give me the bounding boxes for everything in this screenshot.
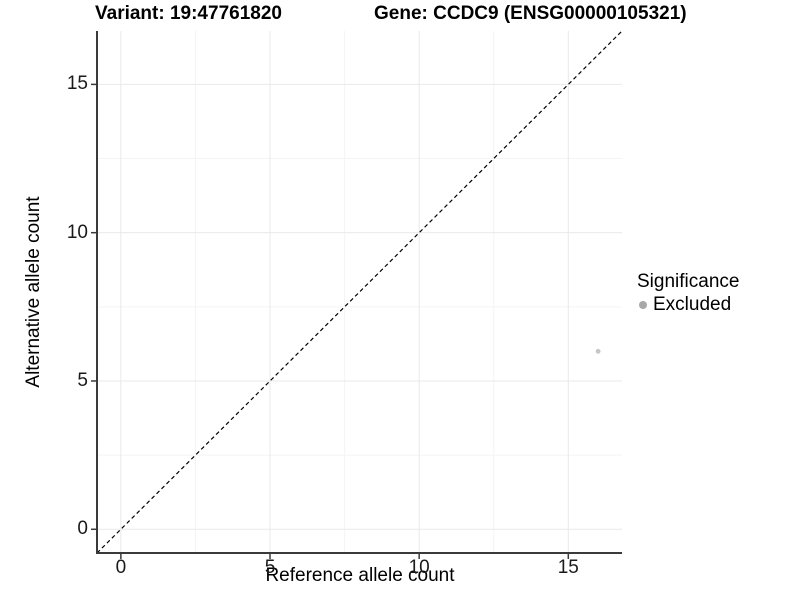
y-axis-title: Alternative allele count bbox=[23, 196, 44, 388]
legend-title: Significance bbox=[637, 271, 740, 292]
y-tick-label: 15 bbox=[66, 73, 88, 95]
data-point bbox=[595, 348, 601, 354]
y-tick-label: 5 bbox=[77, 369, 88, 391]
x-tick-label: 15 bbox=[557, 557, 579, 578]
legend: Significance Excluded bbox=[637, 271, 739, 315]
legend-point-icon bbox=[639, 300, 647, 309]
x-tick-label: 0 bbox=[115, 557, 127, 578]
gene-title: Gene: CCDC9 (ENSG00000105321) bbox=[374, 3, 687, 24]
legend-item-label: Excluded bbox=[653, 294, 732, 315]
x-axis-title: Reference allele count bbox=[265, 565, 455, 586]
y-tick-label: 10 bbox=[66, 221, 88, 243]
identity-line bbox=[96, 30, 623, 554]
variant-title: Variant: 19:47761820 bbox=[95, 3, 282, 24]
x-tick-label: 10 bbox=[408, 557, 430, 578]
y-tick-label: 0 bbox=[77, 518, 88, 540]
x-tick-label: 5 bbox=[264, 557, 276, 578]
legend-item-excluded: Excluded bbox=[637, 294, 739, 315]
